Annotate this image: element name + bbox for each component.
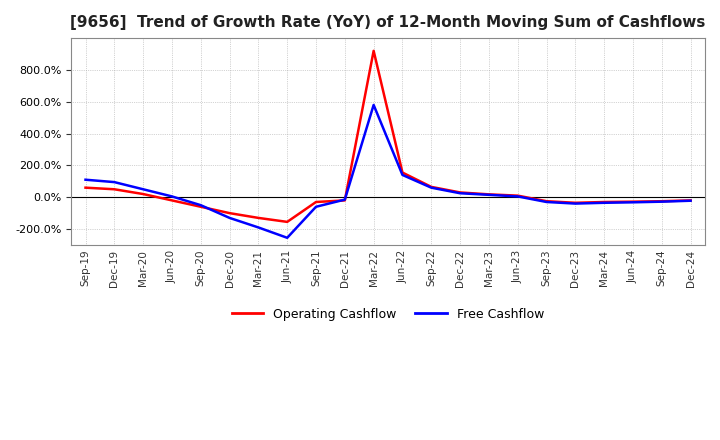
Free Cashflow — [225, 215, 234, 220]
Line: Free Cashflow: Free Cashflow — [86, 105, 690, 238]
Free Cashflow — [485, 192, 493, 198]
Operating Cashflow — [600, 199, 608, 205]
Free Cashflow — [456, 191, 464, 196]
Operating Cashflow — [456, 190, 464, 195]
Operating Cashflow — [398, 170, 407, 175]
Free Cashflow — [600, 200, 608, 205]
Operating Cashflow — [254, 215, 263, 220]
Free Cashflow — [139, 187, 148, 192]
Operating Cashflow — [283, 219, 292, 224]
Operating Cashflow — [341, 198, 349, 203]
Operating Cashflow — [312, 199, 320, 205]
Operating Cashflow — [542, 198, 551, 204]
Free Cashflow — [254, 225, 263, 230]
Operating Cashflow — [139, 191, 148, 197]
Operating Cashflow — [485, 192, 493, 197]
Title: [9656]  Trend of Growth Rate (YoY) of 12-Month Moving Sum of Cashflows: [9656] Trend of Growth Rate (YoY) of 12-… — [71, 15, 706, 30]
Free Cashflow — [657, 199, 666, 204]
Operating Cashflow — [197, 204, 205, 209]
Free Cashflow — [81, 177, 90, 182]
Operating Cashflow — [686, 198, 695, 203]
Free Cashflow — [197, 202, 205, 208]
Free Cashflow — [571, 201, 580, 206]
Operating Cashflow — [369, 48, 378, 54]
Operating Cashflow — [571, 200, 580, 205]
Free Cashflow — [398, 172, 407, 178]
Free Cashflow — [686, 198, 695, 203]
Free Cashflow — [542, 199, 551, 205]
Free Cashflow — [312, 204, 320, 209]
Free Cashflow — [168, 194, 176, 199]
Operating Cashflow — [168, 198, 176, 203]
Free Cashflow — [369, 102, 378, 107]
Legend: Operating Cashflow, Free Cashflow: Operating Cashflow, Free Cashflow — [227, 303, 549, 326]
Operating Cashflow — [629, 199, 637, 204]
Free Cashflow — [513, 194, 522, 199]
Free Cashflow — [629, 200, 637, 205]
Operating Cashflow — [81, 185, 90, 191]
Operating Cashflow — [427, 184, 436, 190]
Operating Cashflow — [513, 193, 522, 198]
Line: Operating Cashflow: Operating Cashflow — [86, 51, 690, 222]
Free Cashflow — [427, 185, 436, 191]
Operating Cashflow — [110, 187, 119, 192]
Operating Cashflow — [657, 198, 666, 204]
Free Cashflow — [110, 180, 119, 185]
Operating Cashflow — [225, 210, 234, 216]
Free Cashflow — [341, 197, 349, 202]
Free Cashflow — [283, 235, 292, 240]
